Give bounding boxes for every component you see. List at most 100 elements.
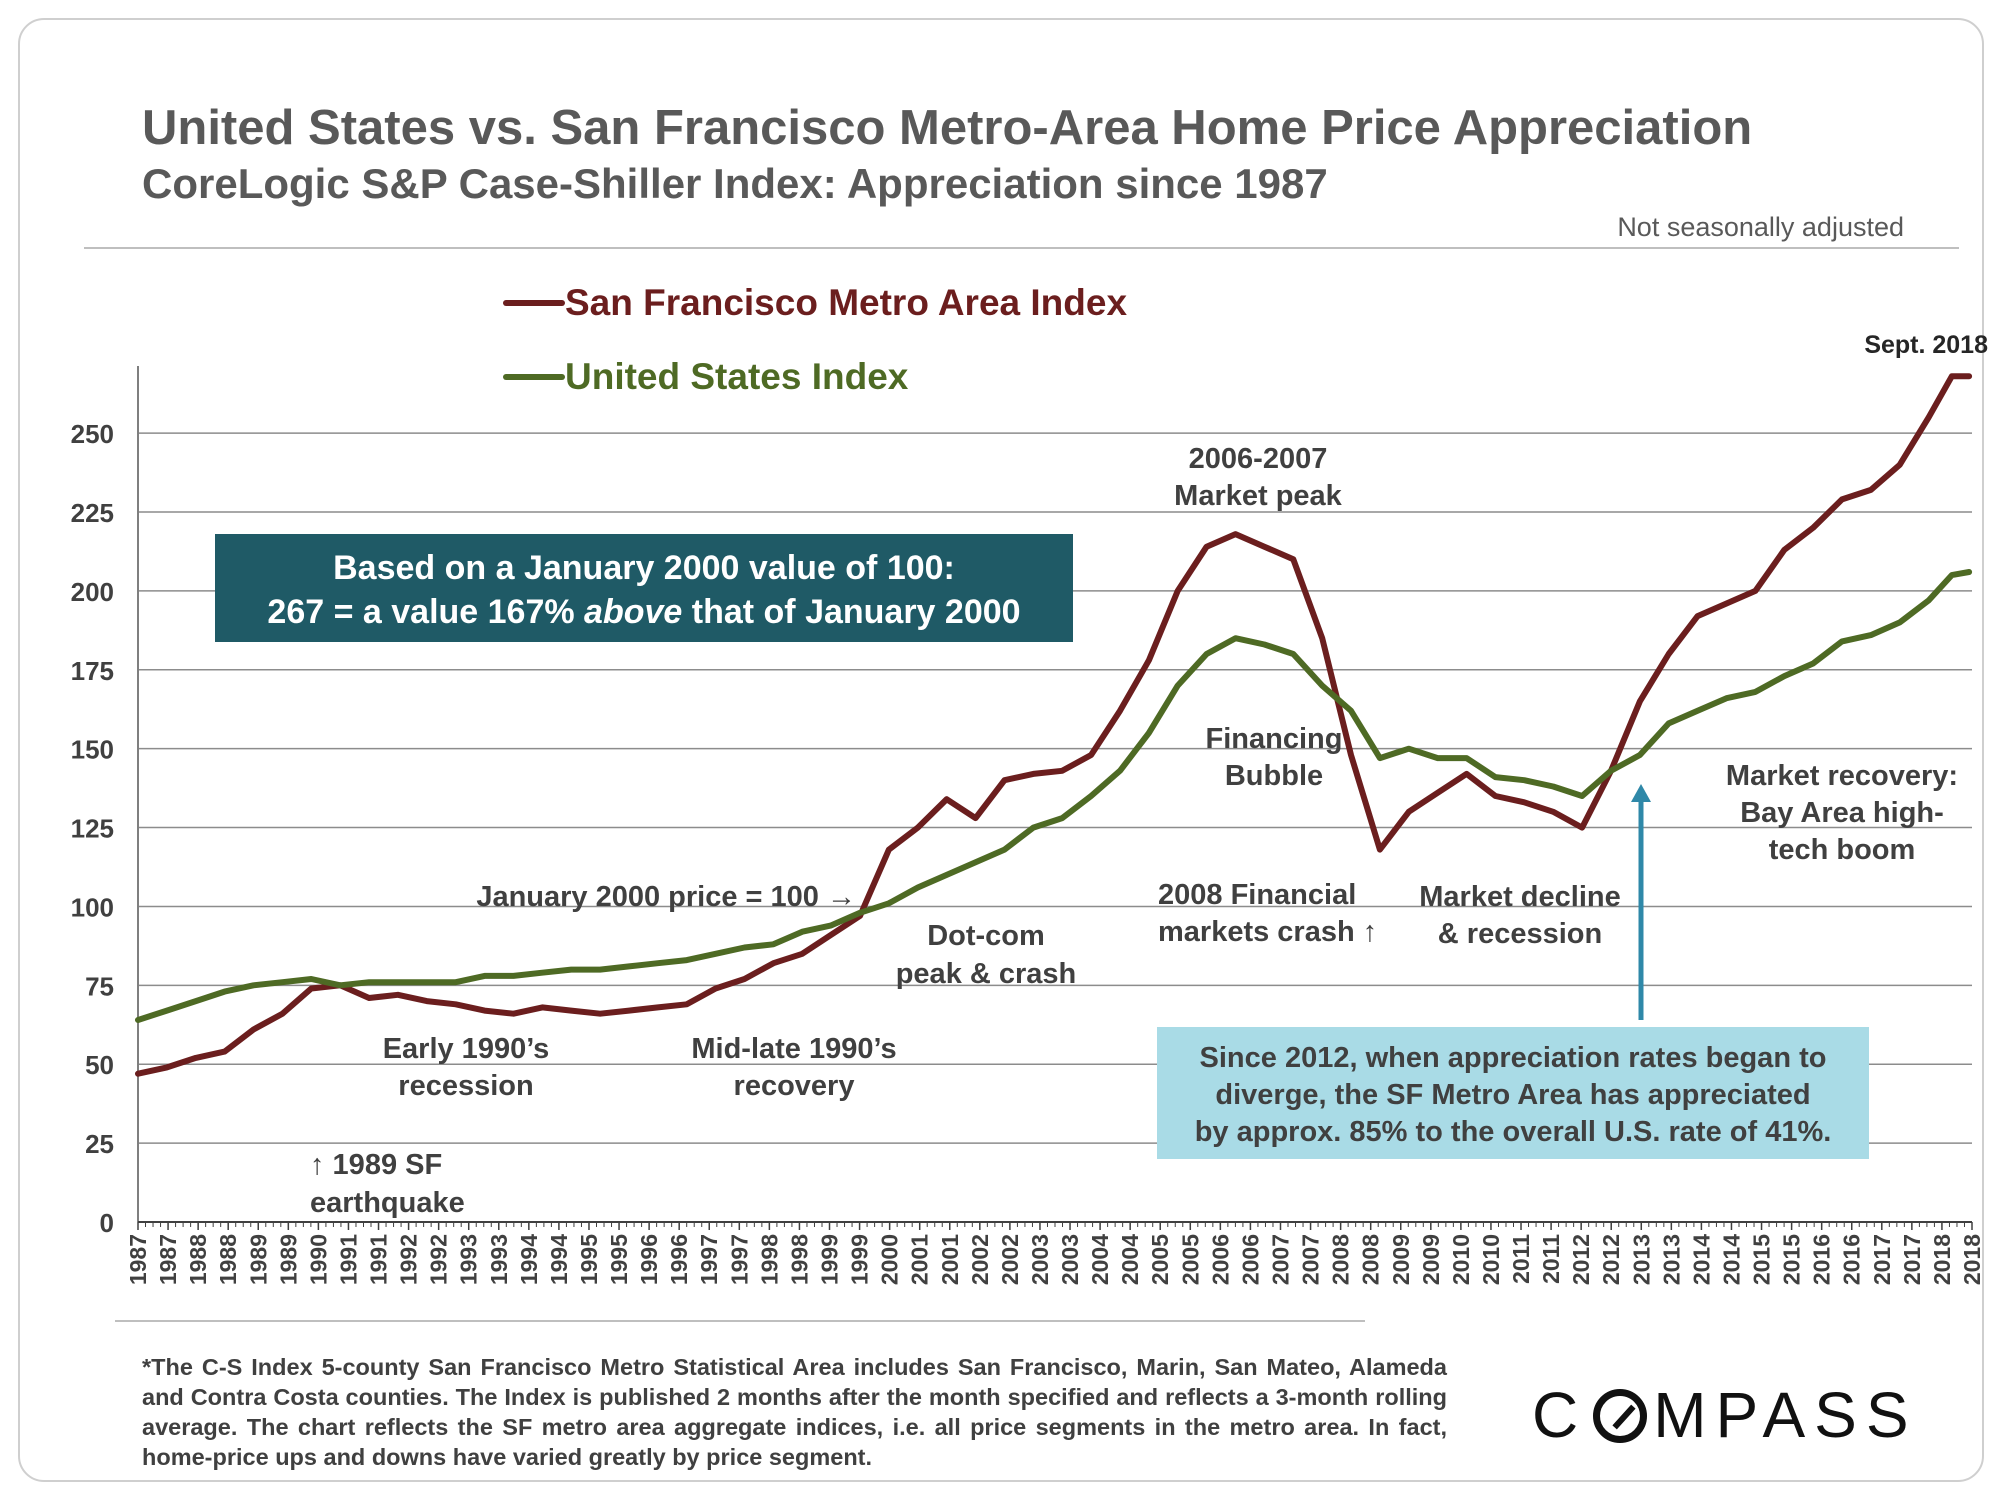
since-2012-text: by approx. 85% to the overall U.S. rate …	[1195, 1116, 1832, 1148]
logo-letters: MPASS	[1653, 1379, 1918, 1451]
info-box	[215, 534, 1073, 642]
annotation-1989-earthquake: ↑ 1989 SF earthquake	[310, 1149, 465, 1219]
x-tick-label: 2003	[1027, 1234, 1053, 1285]
x-tick-label: 2004	[1087, 1234, 1113, 1285]
info-box-line-2: 267 = a value 167% above that of January…	[267, 593, 1020, 631]
x-tick-label: 2017	[1899, 1234, 1925, 1285]
x-tick-label: 2006	[1237, 1234, 1263, 1285]
title-divider	[84, 247, 1959, 249]
chart-title: United States vs. San Francisco Metro-Ar…	[142, 101, 1753, 155]
annotation-market-peak-line: 2006-2007	[1189, 443, 1328, 475]
annotation-market-recovery-line: Market recovery:	[1726, 760, 1958, 792]
compass-logo: C MPASS	[1532, 1378, 1918, 1452]
x-tick-label: 2012	[1568, 1234, 1594, 1285]
x-tick-label: 2008	[1358, 1234, 1384, 1285]
x-tick-label: 1999	[847, 1234, 873, 1285]
logo-letter-c: C	[1532, 1379, 1588, 1451]
annotation-early-1990s-line: recession	[398, 1070, 533, 1102]
x-tick-label: 2008	[1328, 1234, 1354, 1285]
x-tick-label: 1996	[666, 1234, 692, 1285]
x-tick-label: 1988	[185, 1234, 211, 1285]
annotation-dot-com-line: peak & crash	[896, 958, 1077, 990]
x-tick-label: 1990	[305, 1234, 331, 1285]
x-tick-label: 2009	[1388, 1234, 1414, 1285]
adjustment-note: Not seasonally adjusted	[1617, 212, 1904, 242]
x-tick-label: 2001	[937, 1234, 963, 1285]
x-tick-label: 1995	[576, 1234, 602, 1285]
annotation-market-decline-line: Market decline	[1419, 881, 1620, 913]
y-tick-label: 150	[71, 735, 114, 765]
annotation-dot-com-line: Dot-com	[927, 920, 1045, 952]
x-tick-label: 1993	[486, 1234, 512, 1285]
legend-label: San Francisco Metro Area Index	[565, 282, 1127, 323]
y-tick-label: 0	[100, 1208, 114, 1238]
x-tick-label: 2005	[1147, 1234, 1173, 1285]
annotation-market-recovery-line: Bay Area high-	[1740, 797, 1944, 829]
x-tick-label: 2001	[907, 1234, 933, 1285]
x-tick-label: 2015	[1779, 1234, 1805, 1285]
x-tick-label: 1999	[817, 1234, 843, 1285]
y-tick-label: 225	[71, 498, 114, 528]
x-tick-label: 1992	[426, 1234, 452, 1285]
y-tick-label: 25	[85, 1129, 114, 1159]
annotation-2008-crash-line: 2008 Financial	[1158, 879, 1356, 911]
us-series-line	[135, 569, 1973, 1023]
since-2012-text: diverge, the SF Metro Area has appreciat…	[1215, 1079, 1810, 1111]
y-tick-label: 100	[71, 892, 114, 922]
annotation-mid-1990s-line: recovery	[734, 1070, 855, 1102]
x-tick-label: 1997	[696, 1234, 722, 1285]
x-tick-label: 2010	[1448, 1234, 1474, 1285]
annotation-sept-2018: Sept. 2018	[1864, 331, 1988, 359]
footnote: *The C-S Index 5-county San Francisco Me…	[142, 1354, 1447, 1470]
info-box-line-1: Based on a January 2000 value of 100:	[333, 549, 955, 587]
x-tick-label: 1998	[756, 1234, 782, 1285]
annotation-market-recovery-line: tech boom	[1769, 834, 1916, 866]
x-tick-label: 1991	[335, 1234, 361, 1285]
x-tick-label: 1993	[456, 1234, 482, 1285]
annotation-market-peak-line: Market peak	[1174, 480, 1343, 512]
info-box-text: that of January 2000	[682, 593, 1020, 631]
x-tick-label: 2004	[1117, 1234, 1143, 1285]
annotation-market-decline: Market decline & recession	[1419, 881, 1620, 950]
x-tick-label: 1998	[786, 1234, 812, 1285]
x-tick-label: 2015	[1749, 1234, 1775, 1285]
x-tick-label: 1995	[606, 1234, 632, 1285]
annotation-early-1990s: Early 1990’s recession	[383, 1033, 550, 1102]
x-tick-label: 1991	[366, 1234, 392, 1285]
x-tick-label: 2007	[1298, 1234, 1324, 1285]
x-tick-label: 2011	[1538, 1234, 1564, 1284]
x-tick-label: 2013	[1628, 1234, 1654, 1285]
x-tick-label: 1994	[516, 1234, 542, 1285]
annotation-financing-bubble-line: Financing	[1206, 723, 1343, 755]
footer-divider	[115, 1320, 1365, 1322]
x-tick-label: 2010	[1478, 1234, 1504, 1285]
slide-frame	[18, 18, 1984, 1482]
x-tick-label: 2011	[1508, 1234, 1534, 1284]
divergence-arrowhead	[1631, 784, 1651, 802]
x-tick-label: 1994	[546, 1234, 572, 1285]
legend-label: United States Index	[565, 356, 909, 397]
annotation-2008-crash: 2008 Financial markets crash ↑	[1158, 879, 1377, 948]
annotation-2008-crash-line: markets crash ↑	[1158, 916, 1377, 948]
x-tick-label: 2014	[1688, 1234, 1714, 1285]
since-2012-box	[1157, 1027, 1869, 1159]
y-tick-label: 50	[85, 1050, 114, 1080]
y-tick-label: 250	[71, 419, 114, 449]
x-tick-label: 2016	[1839, 1234, 1865, 1285]
annotation-financing-bubble-line: Bubble	[1225, 760, 1323, 792]
x-tick-label: 1988	[215, 1234, 241, 1285]
info-box-text: 267 = a value 167%	[267, 593, 584, 631]
x-tick-label: 2017	[1869, 1234, 1895, 1285]
annotation-jan-2000: January 2000 price = 100 →	[476, 881, 856, 913]
annotation-mid-1990s-line: Mid-late 1990’s	[691, 1033, 896, 1065]
since-2012-text: Since 2012, when appreciation rates bega…	[1200, 1042, 1827, 1074]
annotation-market-recovery: Market recovery: Bay Area high-tech boom	[1726, 760, 1958, 866]
annotation-dot-com: Dot-com peak & crash	[896, 920, 1077, 990]
sf-series-line	[135, 373, 1973, 1077]
x-tick-label: 2013	[1658, 1234, 1684, 1285]
annotation-market-peak: 2006-2007 Market peak	[1174, 443, 1343, 512]
info-box-emphasis: above	[584, 593, 682, 631]
x-tick-label: 2007	[1267, 1234, 1293, 1285]
x-tick-label: 1989	[245, 1234, 271, 1285]
